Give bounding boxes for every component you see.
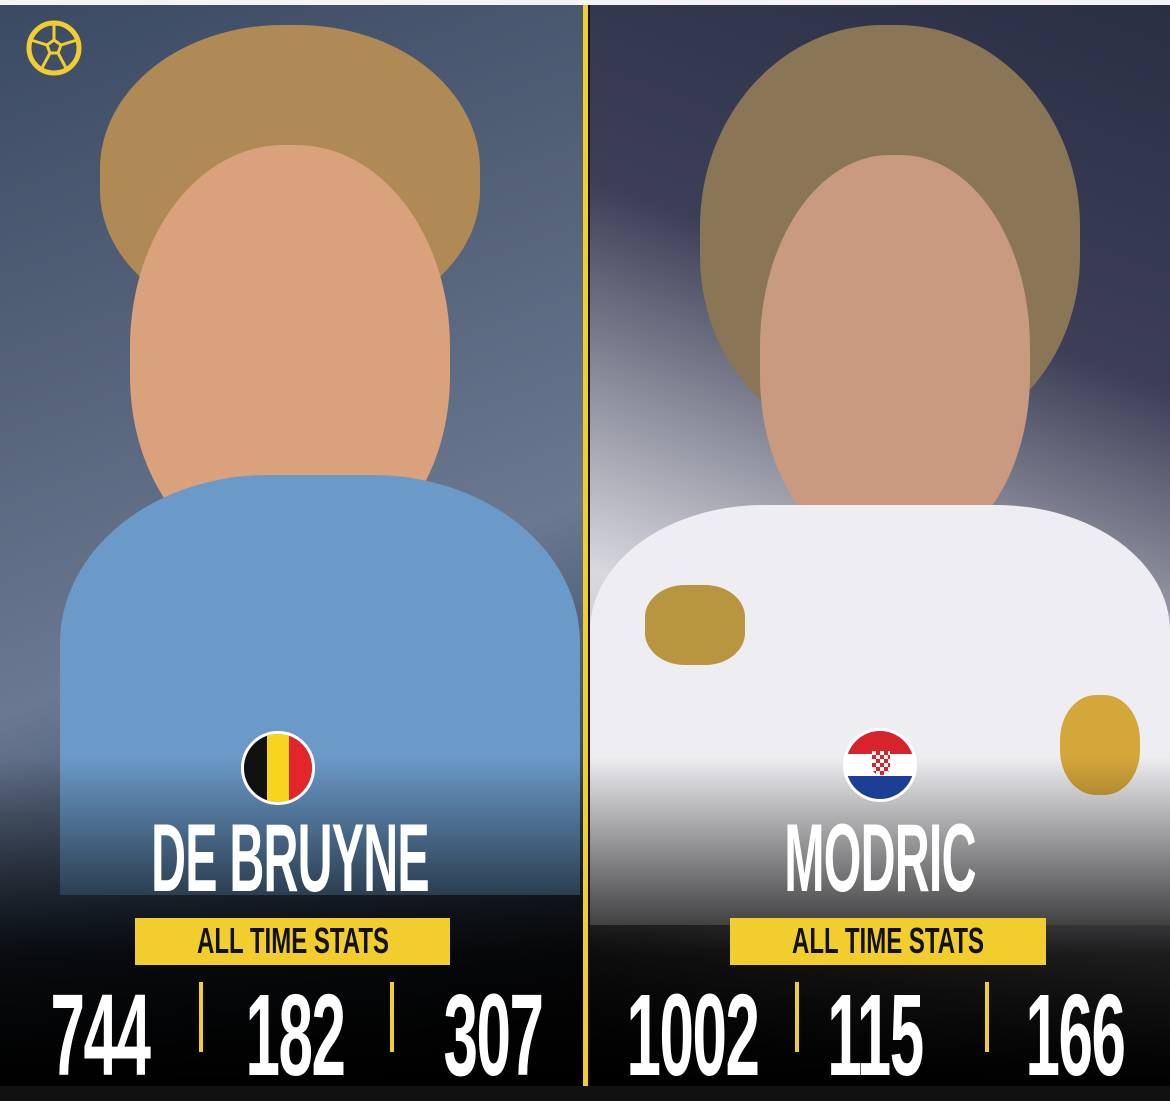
stat-separator <box>795 982 799 1052</box>
stat-separator <box>985 982 989 1052</box>
stat-left-2: 182 <box>245 971 346 1101</box>
stat-separator <box>199 982 203 1052</box>
player-photo-modric <box>590 5 1170 1086</box>
stat-left-3: 307 <box>443 971 544 1101</box>
stat-left-1: 744 <box>50 971 150 1101</box>
fifa-champions-badge <box>645 585 745 665</box>
croatia-coat-of-arms <box>872 751 890 775</box>
badge-label: ALL TIME STATS <box>792 921 984 961</box>
stat-right-1: 1002 <box>626 971 759 1101</box>
player-name-left: DE BRUYNE <box>151 805 430 913</box>
belgium-flag-icon <box>241 731 315 805</box>
badge-label: ALL TIME STATS <box>196 921 389 961</box>
face <box>760 155 1030 555</box>
top-strip <box>0 0 1170 5</box>
stat-right-3: 166 <box>1025 971 1126 1101</box>
croatia-flag-icon <box>843 728 917 802</box>
soccer-ball-icon <box>26 20 82 76</box>
all-time-stats-badge-left: ALL TIME STATS <box>135 918 450 965</box>
stat-separator <box>390 982 394 1052</box>
center-divider <box>583 5 588 1086</box>
player-name-right: MODRIC <box>784 805 976 913</box>
all-time-stats-badge-right: ALL TIME STATS <box>730 918 1046 965</box>
stat-right-2: 115 <box>827 971 924 1101</box>
